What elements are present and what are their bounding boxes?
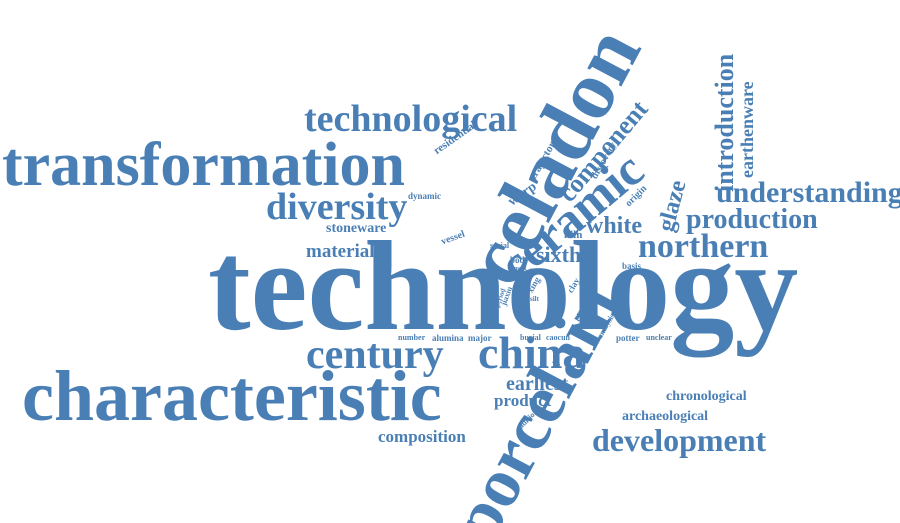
word-stoneware: stoneware: [326, 222, 386, 236]
word-social: social: [490, 242, 509, 250]
word-earthenware: earthenware: [738, 81, 756, 178]
word-production: production: [686, 206, 818, 234]
word-major: major: [468, 334, 492, 343]
word-body: body: [510, 256, 529, 265]
word-sixth: sixth: [536, 244, 581, 266]
word-northern: northern: [638, 230, 768, 264]
word-material: material: [306, 242, 375, 261]
word-white: white: [586, 214, 642, 238]
word-technological: technological: [304, 100, 517, 138]
word-dynamic: dynamic: [408, 192, 441, 201]
word-caocun: caocun: [546, 334, 570, 342]
word-development: development: [592, 424, 766, 456]
word-most: most: [514, 266, 526, 272]
word-unclear: unclear: [646, 334, 672, 342]
word-kiln: kiln: [564, 230, 582, 241]
word-composition: composition: [378, 428, 466, 445]
word-number: number: [398, 334, 425, 342]
word-potter: potter: [616, 334, 640, 343]
word-alumina: alumina: [432, 334, 464, 343]
word-basis: basis: [622, 262, 641, 271]
word-burial: burial: [520, 334, 541, 342]
word-product: product: [494, 392, 551, 409]
word-silt: silt: [530, 296, 539, 303]
word-archaeological: archaeological: [622, 410, 708, 424]
word-introduction: introduction: [712, 54, 738, 192]
word-chronological: chronological: [666, 390, 747, 404]
